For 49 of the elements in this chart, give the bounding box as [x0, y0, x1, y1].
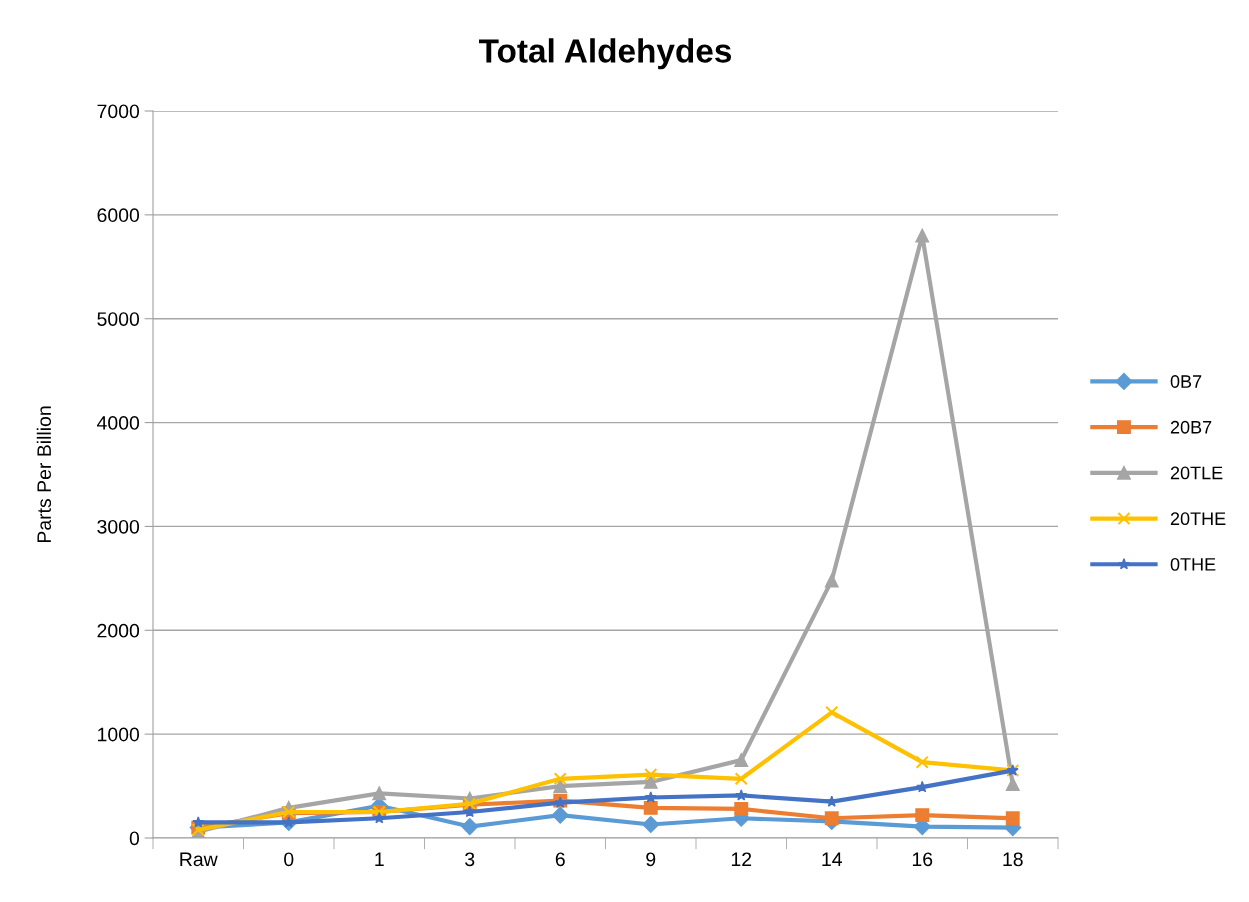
- x-tick-label: 3: [465, 852, 475, 867]
- point: [825, 705, 839, 719]
- x-tick-label: Raw: [180, 852, 218, 867]
- point: [1005, 777, 1020, 791]
- y-tick-label: 1000: [98, 727, 140, 742]
- y-tick-label: 3000: [97, 519, 140, 534]
- point: [735, 789, 748, 801]
- y-axis-title: Parts Per Billion: [36, 406, 52, 543]
- x-tick-label: 16: [912, 852, 933, 867]
- point: [824, 811, 839, 826]
- point: [461, 818, 479, 836]
- point: [644, 768, 658, 782]
- x-tick-label: 18: [1003, 852, 1023, 867]
- point: [553, 779, 568, 794]
- y-tick-label: 7000: [97, 104, 140, 119]
- legend-label: 0B7: [1170, 375, 1202, 388]
- point: [642, 815, 660, 834]
- y-tick-label: 5000: [97, 312, 140, 326]
- point: [192, 816, 205, 828]
- point: [373, 812, 386, 824]
- point: [915, 228, 930, 243]
- x-tick-label: 12: [731, 852, 752, 866]
- point: [372, 786, 387, 801]
- x-tick-label: 9: [646, 852, 656, 867]
- point: [734, 772, 748, 786]
- y-tick-label: 6000: [97, 208, 140, 223]
- point: [463, 805, 476, 818]
- x-tick-label: 1: [375, 852, 384, 866]
- legend-label: 20TLE: [1170, 466, 1223, 480]
- x-tick-label: 0: [284, 852, 294, 867]
- chart-title: Total Aldehydes: [479, 38, 732, 70]
- point: [551, 806, 569, 824]
- legend-label: 20B7: [1170, 420, 1212, 434]
- y-tick-label: 4000: [97, 416, 140, 430]
- legend-label: 20THE: [1170, 512, 1226, 526]
- x-tick-label: 6: [555, 852, 565, 867]
- point: [734, 753, 749, 768]
- y-tick-label: 2000: [97, 623, 140, 638]
- point: [643, 800, 658, 815]
- point: [553, 772, 567, 786]
- x-tick-label: 14: [822, 852, 842, 866]
- point: [915, 808, 930, 823]
- point: [915, 755, 929, 769]
- point: [1005, 811, 1020, 826]
- point: [824, 573, 839, 588]
- point: [644, 791, 657, 803]
- point: [734, 801, 749, 816]
- y-tick-label: 0: [129, 831, 140, 846]
- legend-label: 0THE: [1170, 558, 1216, 571]
